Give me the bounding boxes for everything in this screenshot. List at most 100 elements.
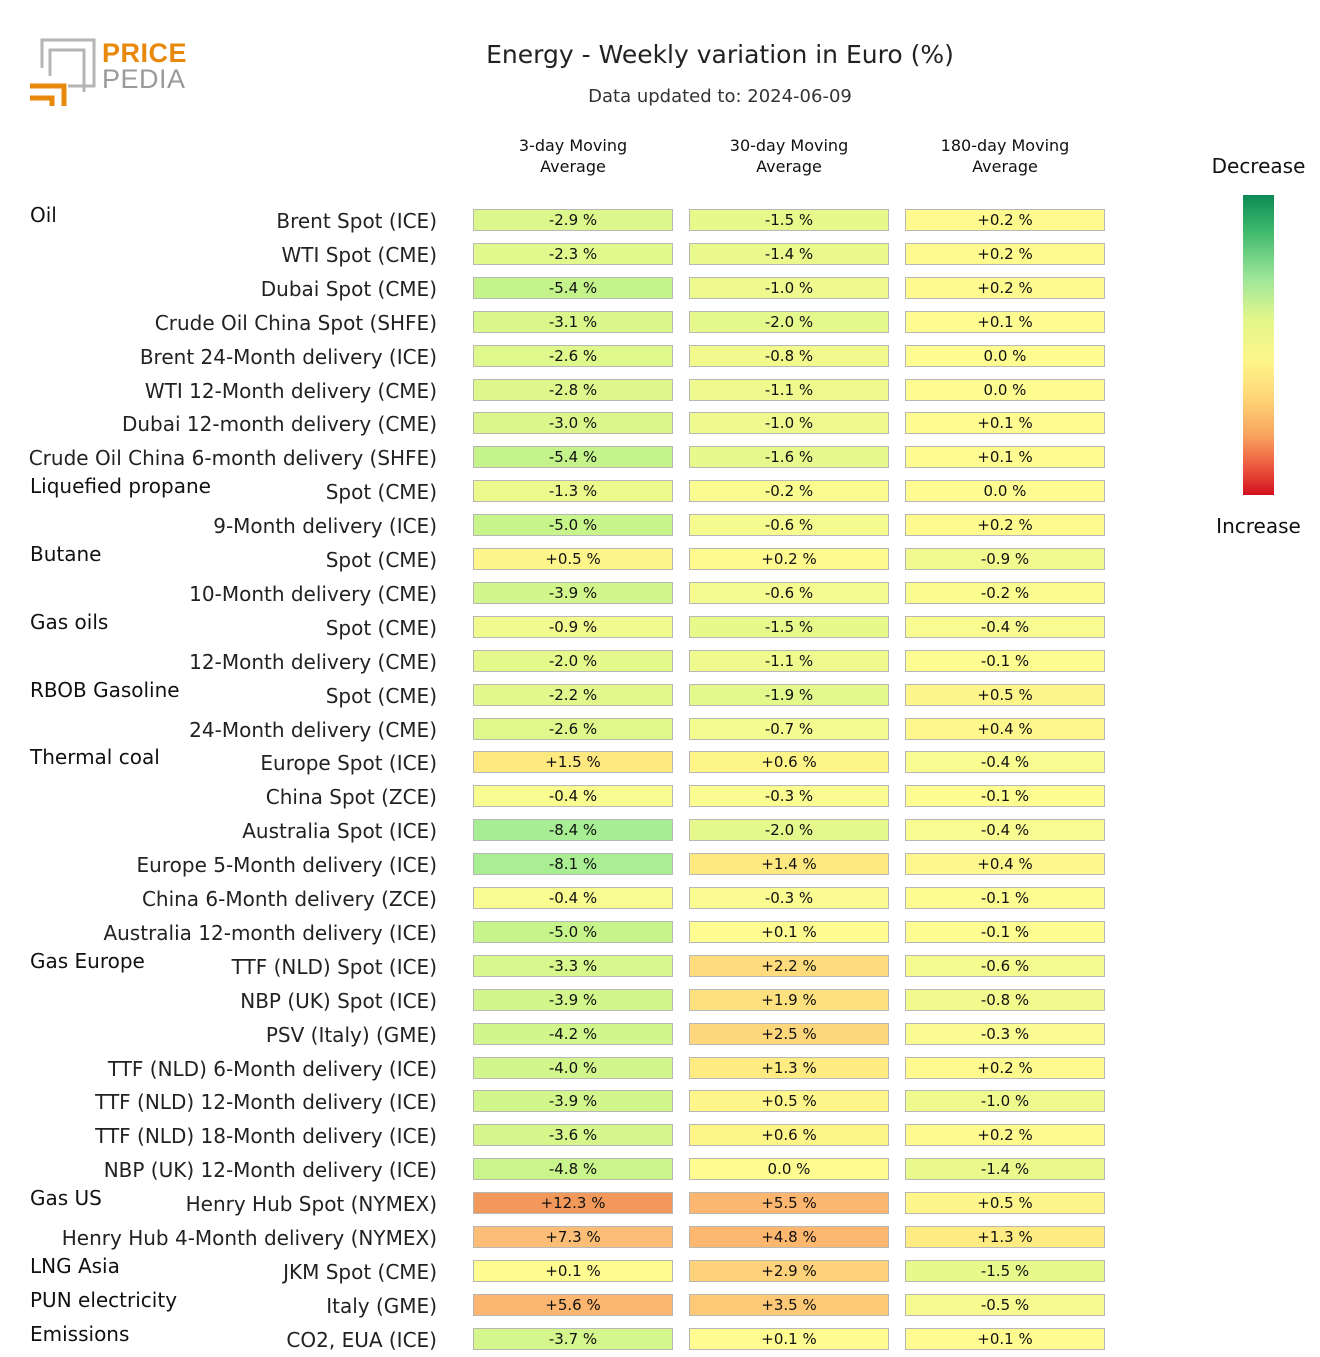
heatmap-cell: -3.1 % — [473, 310, 673, 333]
row-label: WTI 12-Month delivery (CME) — [144, 378, 437, 403]
heatmap-cell: -2.3 % — [473, 242, 673, 265]
heatmap-cell: +0.1 % — [473, 1259, 673, 1282]
heatmap-cell: -0.4 % — [473, 785, 673, 808]
heatmap-cell: -0.6 % — [689, 514, 889, 537]
heatmap-cell: -0.4 % — [905, 819, 1105, 842]
row-label: 9-Month delivery (ICE) — [213, 514, 437, 539]
heatmap-cell: -1.1 % — [689, 649, 889, 672]
logo-mark-icon — [30, 38, 96, 106]
heatmap-cell: -0.4 % — [905, 615, 1105, 638]
heatmap-cell: -1.4 % — [689, 242, 889, 265]
row-label: TTF (NLD) 12-Month delivery (ICE) — [95, 1090, 437, 1115]
heatmap-cell: -0.9 % — [905, 548, 1105, 570]
row-label: Europe 5-Month delivery (ICE) — [136, 853, 437, 878]
heatmap-cell: +0.2 % — [905, 209, 1105, 231]
row-label: China Spot (ZCE) — [265, 785, 437, 810]
heatmap-cell: -0.9 % — [473, 615, 673, 638]
heatmap-cell: -4.8 % — [473, 1158, 673, 1181]
heatmap-cell: -0.1 % — [905, 785, 1105, 808]
heatmap-cell: -4.2 % — [473, 1022, 673, 1045]
heatmap-cell: +4.8 % — [689, 1226, 889, 1248]
heatmap-cell: +0.2 % — [905, 242, 1105, 265]
column-header-1: 3-day Moving Average — [518, 136, 628, 176]
row-label: Brent 24-Month delivery (ICE) — [139, 344, 437, 369]
row-label: TTF (NLD) 6-Month delivery (ICE) — [107, 1056, 437, 1081]
group-label: PUN electricity — [30, 1287, 178, 1312]
row-label: Henry Hub Spot (NYMEX) — [185, 1192, 437, 1217]
heatmap-cell: +0.6 % — [689, 1124, 889, 1147]
heatmap-cell: +0.2 % — [905, 1124, 1105, 1147]
heatmap-cell: -2.8 % — [473, 378, 673, 401]
color-scale-legend — [1243, 195, 1274, 495]
heatmap-cell: +0.2 % — [689, 548, 889, 570]
heatmap-cell: +0.5 % — [473, 548, 673, 570]
heatmap-cell: +2.2 % — [689, 954, 889, 977]
heatmap-cell: +0.4 % — [905, 853, 1105, 876]
row-label: CO2, EUA (ICE) — [286, 1327, 437, 1352]
heatmap-cell: +1.3 % — [905, 1226, 1105, 1248]
heatmap-cell: -3.6 % — [473, 1124, 673, 1147]
row-label: TTF (NLD) Spot (ICE) — [231, 954, 437, 979]
pricepedia-logo: PRICE PEDIA — [28, 36, 188, 111]
row-label: Australia 12-month delivery (ICE) — [103, 920, 437, 945]
heatmap-cell: +1.4 % — [689, 853, 889, 876]
heatmap-cell: +0.4 % — [905, 717, 1105, 740]
heatmap-cell: -2.0 % — [689, 310, 889, 333]
heatmap-cell: -0.8 % — [905, 988, 1105, 1011]
column-header-2: 30-day Moving Average — [729, 136, 849, 176]
heatmap-cell: +0.1 % — [689, 920, 889, 943]
heatmap-cell: +0.1 % — [905, 1327, 1105, 1350]
row-label: NBP (UK) 12-Month delivery (ICE) — [103, 1158, 437, 1183]
row-label: Italy (GME) — [326, 1293, 437, 1318]
heatmap-cell: +0.6 % — [689, 751, 889, 774]
heatmap-cell: -2.9 % — [473, 209, 673, 231]
heatmap-cell: -3.9 % — [473, 988, 673, 1011]
legend-increase-label: Increase — [1216, 514, 1301, 538]
logo-text-pedia: PEDIA — [102, 64, 186, 94]
row-label: Crude Oil China Spot (SHFE) — [154, 310, 437, 335]
heatmap-cell: -3.9 % — [473, 1090, 673, 1113]
heatmap-cell: -2.0 % — [689, 819, 889, 842]
heatmap-cell: +1.9 % — [689, 988, 889, 1011]
row-label: NBP (UK) Spot (ICE) — [240, 988, 437, 1013]
row-label: Spot (CME) — [325, 615, 437, 640]
group-label: Liquefied propane — [30, 474, 211, 499]
heatmap-cell: +0.2 % — [905, 514, 1105, 537]
chart-title: Energy - Weekly variation in Euro (%) — [486, 40, 954, 69]
heatmap-cell: -5.4 % — [473, 446, 673, 469]
row-label: Dubai Spot (CME) — [260, 276, 437, 301]
heatmap-cell: -1.3 % — [473, 480, 673, 503]
heatmap-cell: +0.5 % — [905, 1192, 1105, 1215]
heatmap-cell: +0.1 % — [689, 1327, 889, 1350]
row-label: Spot (CME) — [325, 683, 437, 708]
row-label: 10-Month delivery (CME) — [189, 581, 437, 606]
heatmap-cell: +0.1 % — [905, 412, 1105, 435]
heatmap-cell: -1.5 % — [689, 615, 889, 638]
heatmap-cell: -0.6 % — [689, 581, 889, 604]
heatmap-cell: +3.5 % — [689, 1293, 889, 1316]
heatmap-cell: 0.0 % — [905, 378, 1105, 401]
group-label: Thermal coal — [30, 745, 160, 770]
heatmap-cell: -0.3 % — [689, 785, 889, 808]
row-label: Australia Spot (ICE) — [242, 819, 437, 844]
row-label: Dubai 12-month delivery (CME) — [121, 412, 437, 437]
heatmap-cell: -3.9 % — [473, 581, 673, 604]
group-label: Gas US — [30, 1186, 102, 1211]
heatmap-cell: -0.4 % — [473, 887, 673, 909]
heatmap-cell: +0.1 % — [905, 310, 1105, 333]
heatmap-cell: -3.0 % — [473, 412, 673, 435]
row-label: 12-Month delivery (CME) — [189, 649, 437, 674]
heatmap-cell: -1.9 % — [689, 683, 889, 706]
heatmap-cell: -1.5 % — [905, 1259, 1105, 1282]
group-label: Emissions — [30, 1321, 130, 1346]
heatmap-cell: -1.0 % — [689, 276, 889, 299]
heatmap-cell: -1.0 % — [689, 412, 889, 435]
heatmap-cell: -5.0 % — [473, 514, 673, 537]
heatmap-cell: -3.7 % — [473, 1327, 673, 1350]
heatmap-cell: 0.0 % — [905, 344, 1105, 367]
heatmap-cell: -0.8 % — [689, 344, 889, 367]
heatmap-cell: +12.3 % — [473, 1192, 673, 1215]
heatmap-cell: -5.0 % — [473, 920, 673, 943]
group-label: LNG Asia — [30, 1253, 120, 1278]
column-header-3: 180-day Moving Average — [940, 136, 1070, 176]
